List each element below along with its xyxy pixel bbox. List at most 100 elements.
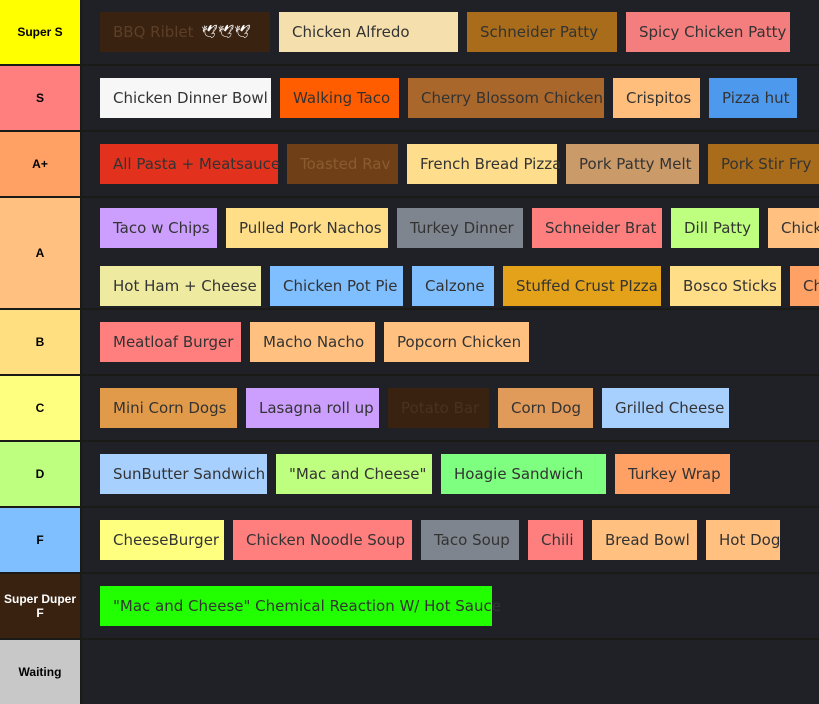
tier-item[interactable]: Calzone (412, 266, 494, 306)
tier-item-label: Calzone (425, 277, 485, 295)
tier-item-line: Mini Corn Dogs Lasagna roll up Potato Bar C… (100, 388, 729, 428)
tier-item-line: BBQ Riblet 🕊🕊🕊 Chicken Alfredo Schneider Pa… (100, 12, 790, 52)
tier-label[interactable]: C (0, 376, 80, 440)
tier-item[interactable]: Spicy Chicken Patty (626, 12, 790, 52)
tier-label[interactable]: S (0, 66, 80, 130)
tier-item[interactable]: SunButter Sandwich (100, 454, 267, 494)
tier-item-label: Chicken Alfredo (292, 23, 410, 41)
tier-item[interactable]: Schneider Brat (532, 208, 662, 248)
tier-items-area[interactable]: "Mac and Cheese" Chemical Reaction W/ Ho… (82, 574, 819, 638)
tier-item-label: Walking Taco (293, 89, 391, 107)
tier-item-label: Popcorn Chicken (397, 333, 522, 351)
tier-item-label: Potato Bar (401, 399, 480, 417)
tier-row: F CheeseBurger Chicken Noodle Soup Taco Sou… (0, 508, 819, 572)
tier-item[interactable]: Potato Bar (388, 388, 489, 428)
tier-item-line: CheeseBurger Chicken Noodle Soup Taco Soup… (100, 520, 780, 560)
tier-item-label: BBQ Riblet (113, 23, 194, 41)
tier-item-line: SunButter Sandwich "Mac and Cheese" Hoagie… (100, 454, 730, 494)
tier-item[interactable]: Corn Dog (498, 388, 593, 428)
tier-item[interactable]: Pizza hut (709, 78, 797, 118)
tier-item-line: Hot Ham + Cheese Chicken Pot Pie Calzone St… (100, 266, 819, 306)
tier-item-label: Corn Dog (511, 399, 582, 417)
tier-item-label: Crispitos (626, 89, 692, 107)
tier-item[interactable]: Mini Corn Dogs (100, 388, 237, 428)
tier-item-line: "Mac and Cheese" Chemical Reaction W/ Ho… (100, 586, 501, 626)
tier-item[interactable]: Chicken Alfredo (279, 12, 458, 52)
tier-item-label: Schneider Brat (545, 219, 657, 237)
tier-item-label: "Mac and Cheese" Chemical Reaction W/ Ho… (113, 597, 501, 615)
tier-item-label: Che (803, 277, 819, 295)
tier-item-line: Meatloaf Burger Macho Nacho Popcorn Chicke… (100, 322, 529, 362)
tier-item[interactable]: Popcorn Chicken (384, 322, 529, 362)
tier-item[interactable]: Bosco Sticks (670, 266, 781, 306)
tier-item-label: Meatloaf Burger (113, 333, 234, 351)
tier-item[interactable]: Chicken Dinner Bowl (100, 78, 271, 118)
tier-item[interactable]: Pulled Pork Nachos (226, 208, 388, 248)
tier-item[interactable]: Schneider Patty (467, 12, 617, 52)
tier-label[interactable]: B (0, 310, 80, 374)
tier-item[interactable]: Stuffed Crust PIzza (503, 266, 661, 306)
tier-item[interactable]: Hot Ham + Cheese (100, 266, 261, 306)
tier-item-label: "Mac and Cheese" (289, 465, 427, 483)
tier-item[interactable]: BBQ Riblet 🕊🕊🕊 (100, 12, 270, 52)
tier-item[interactable]: Hoagie Sandwich (441, 454, 606, 494)
tier-row: B Meatloaf Burger Macho Nacho Popcorn Chick… (0, 310, 819, 374)
tier-row: S Chicken Dinner Bowl Walking Taco Cherry B… (0, 66, 819, 130)
tier-item[interactable]: Che (790, 266, 819, 306)
tier-item[interactable]: Bread Bowl (592, 520, 697, 560)
tier-item[interactable]: Chicke (768, 208, 819, 248)
tier-item[interactable]: Lasagna roll up (246, 388, 379, 428)
tier-items-area[interactable]: Mini Corn Dogs Lasagna roll up Potato Bar C… (82, 376, 819, 440)
tier-items-area[interactable] (82, 640, 819, 704)
tier-item[interactable]: French Bread Pizza (407, 144, 561, 184)
tier-item-label: Grilled Cheese (615, 399, 725, 417)
tier-item[interactable]: Turkey Dinner (397, 208, 523, 248)
tier-label[interactable]: A+ (0, 132, 80, 196)
tier-item[interactable]: Taco Soup (421, 520, 519, 560)
tier-item[interactable]: Chili (528, 520, 583, 560)
tier-item-label: Chicken Dinner Bowl (113, 89, 268, 107)
tier-item-label: Chicken Noodle Soup (246, 531, 406, 549)
tier-item[interactable]: Turkey Wrap (615, 454, 730, 494)
tier-item[interactable]: Taco w Chips (100, 208, 217, 248)
tier-item[interactable]: Pork Patty Melt (566, 144, 699, 184)
tier-items-area[interactable]: Taco w Chips Pulled Pork Nachos Turkey Din… (82, 198, 819, 308)
tier-item[interactable]: Grilled Cheese (602, 388, 729, 428)
tier-item-label: All Pasta + Meatsauce (113, 155, 281, 173)
tier-item[interactable]: Macho Nacho (250, 322, 375, 362)
tier-item[interactable]: "Mac and Cheese" Chemical Reaction W/ Ho… (100, 586, 501, 626)
tier-item-label: Schneider Patty (480, 23, 599, 41)
tier-row: C Mini Corn Dogs Lasagna roll up Potato Bar… (0, 376, 819, 440)
tier-item-label: Taco Soup (434, 531, 510, 549)
tier-item-label: Lasagna roll up (259, 399, 374, 417)
tier-label[interactable]: Waiting (0, 640, 80, 704)
tier-item[interactable]: Meatloaf Burger (100, 322, 241, 362)
tier-item[interactable]: Chicken Noodle Soup (233, 520, 412, 560)
tier-item-label: CheeseBurger (113, 531, 220, 549)
tier-item-line: Taco w Chips Pulled Pork Nachos Turkey Din… (100, 208, 819, 248)
tier-item[interactable]: "Mac and Cheese" (276, 454, 432, 494)
tier-label[interactable]: Super S (0, 0, 80, 64)
tier-items-area[interactable]: BBQ Riblet 🕊🕊🕊 Chicken Alfredo Schneider Pa… (82, 0, 819, 64)
tier-item[interactable]: Chicken Pot Pie (270, 266, 403, 306)
tier-item[interactable]: Dill Patty (671, 208, 759, 248)
tier-item-label: Pizza hut (722, 89, 790, 107)
tier-item[interactable]: Walking Taco (280, 78, 399, 118)
tier-label[interactable]: D (0, 442, 80, 506)
tier-items-area[interactable]: CheeseBurger Chicken Noodle Soup Taco Soup… (82, 508, 819, 572)
tier-label[interactable]: A (0, 198, 80, 308)
tier-item[interactable]: Crispitos (613, 78, 700, 118)
tier-item[interactable]: Pork Stir Fry (708, 144, 819, 184)
tier-items-area[interactable]: SunButter Sandwich "Mac and Cheese" Hoagie… (82, 442, 819, 506)
tier-items-area[interactable]: Chicken Dinner Bowl Walking Taco Cherry Bl… (82, 66, 819, 130)
tier-label[interactable]: Super Duper F (0, 574, 80, 638)
tier-item[interactable]: Toasted Rav (287, 144, 398, 184)
tier-item[interactable]: All Pasta + Meatsauce (100, 144, 281, 184)
tier-item[interactable]: CheeseBurger (100, 520, 224, 560)
tier-item[interactable]: Hot Dog (706, 520, 780, 560)
tier-item[interactable]: Cherry Blossom Chicken (408, 78, 604, 118)
tier-label[interactable]: F (0, 508, 80, 572)
tier-items-area[interactable]: All Pasta + Meatsauce Toasted Rav French B… (82, 132, 819, 196)
tier-items-area[interactable]: Meatloaf Burger Macho Nacho Popcorn Chicke… (82, 310, 819, 374)
tier-item-label: Bread Bowl (605, 531, 690, 549)
